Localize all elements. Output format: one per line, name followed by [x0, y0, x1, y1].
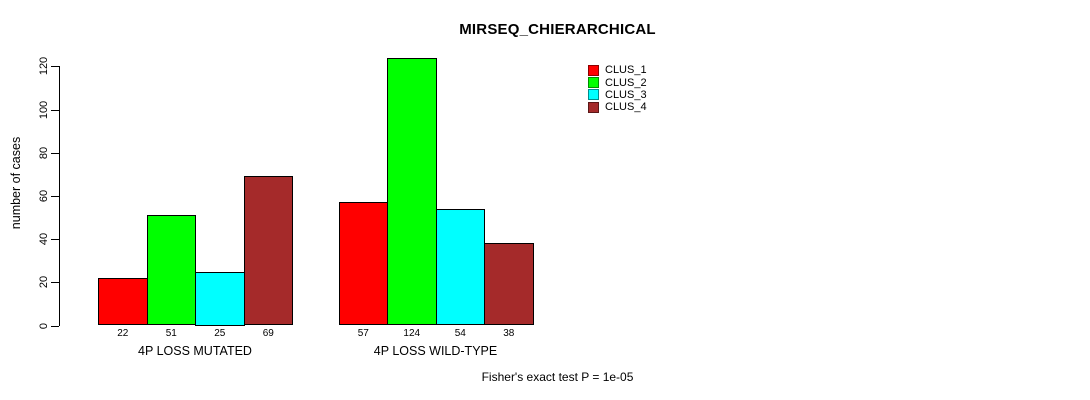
legend-swatch-icon [588, 77, 599, 89]
bar-value-label: 54 [454, 328, 466, 339]
legend-row: CLUS_3 [588, 89, 647, 101]
y-axis-tick-label: 0 [38, 322, 50, 329]
y-axis-tick [51, 109, 59, 111]
bar [387, 57, 437, 326]
bar-value-label: 124 [403, 328, 421, 339]
bar [146, 215, 196, 326]
legend-row: CLUS_1 [588, 64, 647, 76]
bar [484, 243, 534, 326]
y-axis-tick-label: 60 [38, 189, 50, 203]
bar-value-label: 57 [357, 328, 369, 339]
legend-label: CLUS_2 [605, 76, 647, 89]
y-axis-tick [51, 325, 59, 327]
chart-title: MIRSEQ_CHIERARCHICAL [459, 21, 656, 38]
legend-row: CLUS_4 [588, 101, 647, 113]
y-axis-tick-label: 100 [38, 100, 50, 119]
legend-label: CLUS_3 [605, 88, 647, 101]
legend-label: CLUS_4 [605, 101, 647, 114]
bar-value-label: 25 [214, 328, 226, 339]
bar-value-label: 38 [503, 328, 515, 339]
y-axis-tick-label: 80 [38, 146, 50, 159]
bar [338, 202, 388, 326]
bar [435, 208, 485, 326]
y-axis-tick-label: 20 [38, 276, 50, 289]
bar-value-label: 22 [117, 328, 129, 339]
legend-swatch-icon [588, 89, 599, 101]
bar-value-label: 51 [165, 328, 177, 339]
y-axis-tick [51, 66, 59, 68]
bar [98, 277, 148, 326]
y-axis-tick [51, 152, 59, 154]
stat-annotation: Fisher's exact test P = 1e-05 [481, 370, 634, 384]
y-axis-tick [51, 239, 59, 241]
x-group-label: 4P LOSS WILD-TYPE [373, 344, 498, 358]
legend-label: CLUS_1 [605, 64, 647, 77]
bar-value-label: 69 [262, 328, 274, 339]
legend-swatch-icon [588, 64, 599, 76]
y-axis-tick-label: 40 [38, 232, 50, 246]
y-axis-tick [51, 195, 59, 197]
legend: CLUS_1 CLUS_2 CLUS_3 CLUS_4 [588, 64, 647, 114]
y-axis-line [59, 66, 60, 327]
bar [243, 176, 293, 326]
y-axis-tick-label: 120 [38, 57, 50, 76]
bar [195, 271, 245, 326]
legend-swatch-icon [588, 101, 599, 113]
x-group-label: 4P LOSS MUTATED [138, 344, 252, 358]
legend-row: CLUS_2 [588, 76, 647, 89]
y-axis-tick [51, 282, 59, 284]
